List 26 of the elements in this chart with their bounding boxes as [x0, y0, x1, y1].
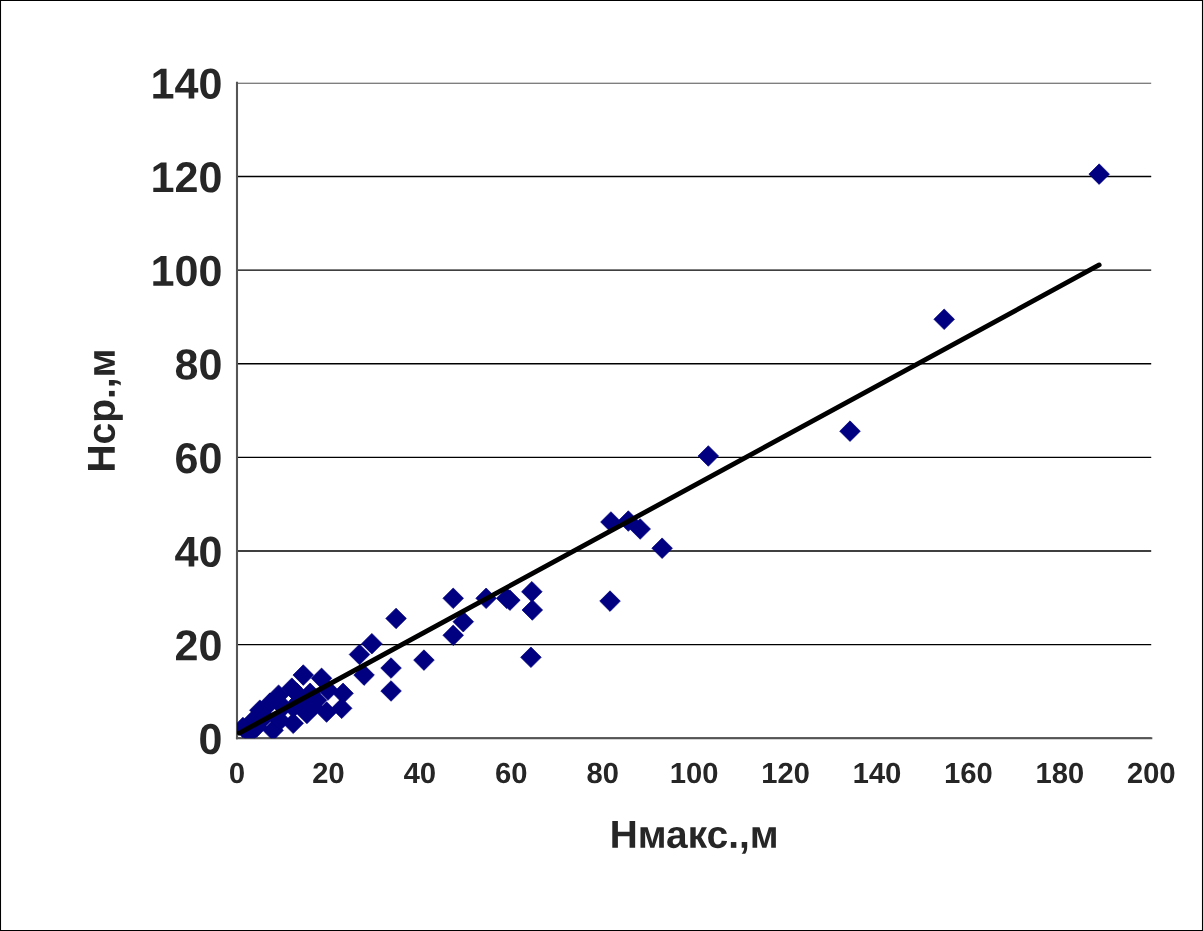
point: [1088, 163, 1110, 185]
x-tick-label: 60: [496, 762, 527, 784]
y-tick-label: 120: [153, 162, 221, 193]
x-axis-title: Нмакс.,м: [612, 821, 776, 854]
x-tick-label: 20: [313, 762, 344, 784]
x-tick-label: 100: [671, 762, 718, 784]
y-tick-label: 40: [175, 536, 221, 568]
y-axis-title: Нср.,м: [87, 351, 123, 470]
x-tick-label: 180: [1037, 762, 1083, 784]
y-tick-label: 100: [153, 255, 221, 287]
y-tick-label: 80: [175, 349, 221, 380]
point: [361, 633, 383, 655]
x-tick-label: 200: [1127, 762, 1175, 784]
y-tick-label: 0: [200, 723, 221, 755]
x-tick-label: 40: [404, 762, 435, 784]
x-tick-label: 80: [587, 762, 618, 784]
y-tick-label: 20: [176, 630, 221, 661]
point: [599, 590, 621, 612]
x-tick-label: 0: [230, 762, 244, 784]
y-tick-label: 60: [176, 442, 221, 474]
point: [442, 587, 464, 609]
x-tick-label: 160: [945, 762, 992, 784]
x-tick-label: 120: [763, 762, 809, 784]
x-tick-label: 140: [854, 762, 901, 784]
point: [933, 308, 955, 330]
y-tick-label: 140: [153, 68, 221, 99]
